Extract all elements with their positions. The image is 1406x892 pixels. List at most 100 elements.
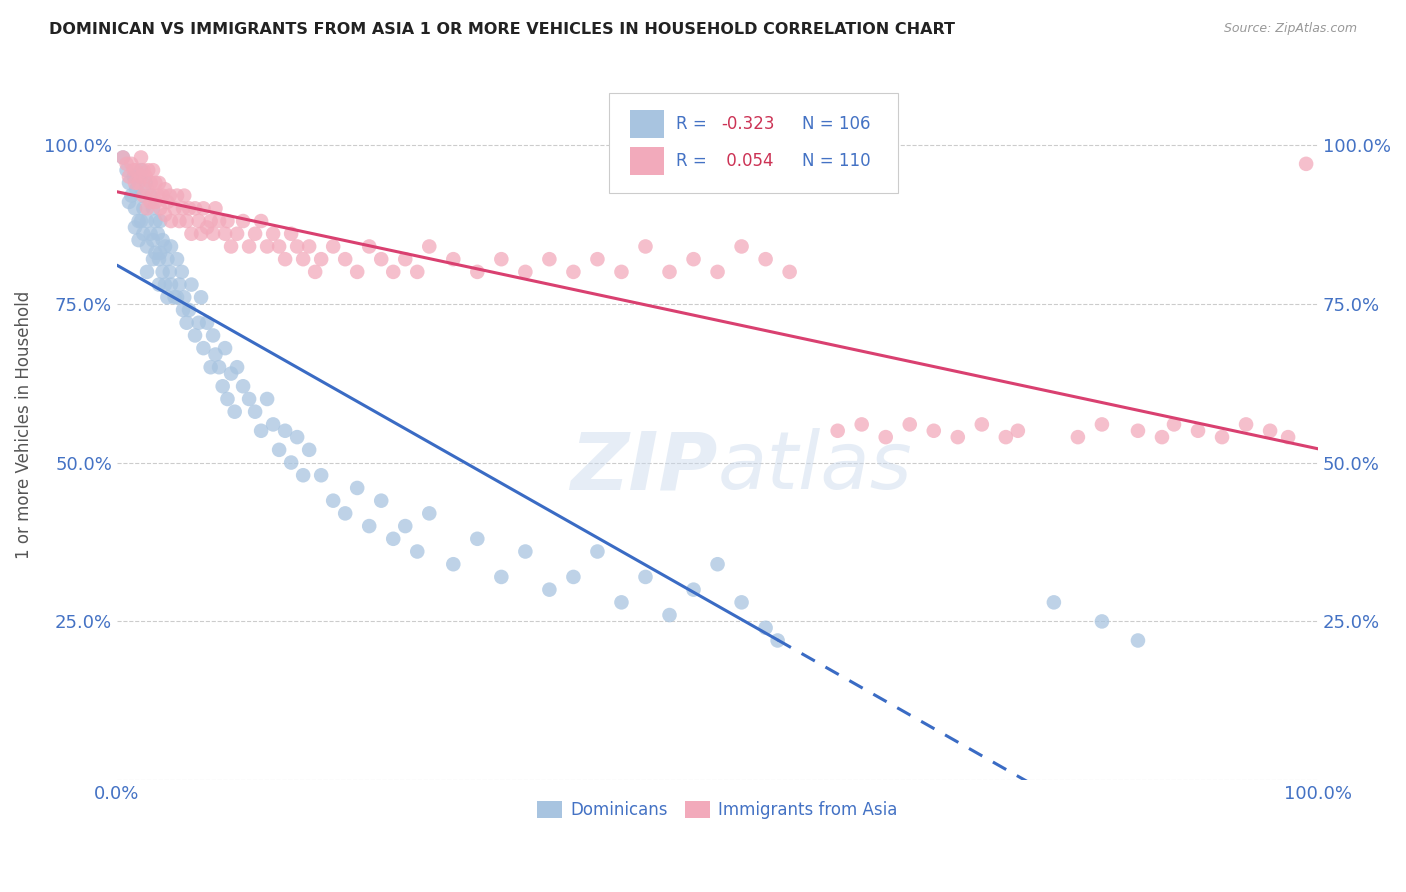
Point bbox=[129, 169, 152, 184]
Point bbox=[280, 227, 302, 241]
Point bbox=[172, 303, 194, 318]
Point bbox=[136, 182, 159, 196]
Point bbox=[118, 169, 141, 184]
Point bbox=[136, 163, 159, 178]
Point bbox=[132, 163, 155, 178]
Point bbox=[202, 227, 225, 241]
Point bbox=[208, 214, 231, 228]
Point bbox=[515, 544, 537, 558]
Point bbox=[292, 252, 315, 267]
Point bbox=[232, 214, 254, 228]
Point bbox=[156, 194, 179, 209]
Point bbox=[755, 252, 778, 267]
Point bbox=[682, 582, 704, 597]
Point bbox=[730, 595, 752, 609]
Point bbox=[394, 252, 416, 267]
Point bbox=[875, 430, 897, 444]
Point bbox=[152, 188, 174, 202]
Point bbox=[142, 233, 165, 247]
Point bbox=[269, 442, 291, 457]
Point bbox=[262, 227, 284, 241]
FancyBboxPatch shape bbox=[630, 110, 664, 138]
Point bbox=[135, 176, 157, 190]
Point bbox=[538, 252, 561, 267]
Text: 0.054: 0.054 bbox=[721, 152, 773, 170]
Point bbox=[1258, 424, 1281, 438]
Point bbox=[173, 188, 195, 202]
Point bbox=[166, 290, 188, 304]
Point bbox=[159, 265, 181, 279]
Point bbox=[125, 163, 148, 178]
Point bbox=[211, 379, 233, 393]
Point bbox=[346, 481, 368, 495]
Point bbox=[755, 621, 778, 635]
Point bbox=[217, 214, 239, 228]
Point bbox=[124, 220, 146, 235]
Point bbox=[139, 188, 162, 202]
Point bbox=[256, 392, 278, 406]
Point bbox=[170, 265, 193, 279]
Point bbox=[214, 341, 236, 355]
Point bbox=[224, 405, 246, 419]
Point bbox=[610, 265, 633, 279]
Legend: Dominicans, Immigrants from Asia: Dominicans, Immigrants from Asia bbox=[531, 794, 904, 825]
Point bbox=[465, 532, 488, 546]
Point bbox=[827, 424, 849, 438]
Point bbox=[169, 214, 191, 228]
Point bbox=[115, 163, 138, 178]
Point bbox=[148, 277, 170, 292]
Point bbox=[634, 570, 657, 584]
Point bbox=[898, 417, 921, 432]
Point bbox=[139, 194, 162, 209]
Point bbox=[149, 245, 172, 260]
Point bbox=[139, 227, 162, 241]
Point bbox=[562, 570, 585, 584]
Point bbox=[682, 252, 704, 267]
Text: N = 106: N = 106 bbox=[801, 115, 870, 133]
Point bbox=[382, 532, 405, 546]
Point bbox=[1126, 424, 1149, 438]
Point bbox=[1163, 417, 1185, 432]
Point bbox=[658, 608, 681, 623]
Point bbox=[226, 227, 249, 241]
Point bbox=[202, 328, 225, 343]
Text: R =: R = bbox=[675, 115, 711, 133]
Point bbox=[153, 239, 176, 253]
Point bbox=[634, 239, 657, 253]
Point bbox=[538, 582, 561, 597]
Point bbox=[994, 430, 1017, 444]
Point bbox=[149, 214, 172, 228]
Point bbox=[129, 188, 152, 202]
Point bbox=[180, 227, 202, 241]
Point bbox=[139, 176, 162, 190]
Point bbox=[149, 202, 172, 216]
Point bbox=[298, 442, 321, 457]
Point bbox=[204, 347, 226, 361]
Point bbox=[200, 360, 222, 375]
Point bbox=[658, 265, 681, 279]
Text: Source: ZipAtlas.com: Source: ZipAtlas.com bbox=[1223, 22, 1357, 36]
Point bbox=[129, 151, 152, 165]
Point bbox=[120, 188, 142, 202]
Point bbox=[177, 202, 200, 216]
Point bbox=[195, 316, 218, 330]
Point bbox=[132, 202, 155, 216]
Point bbox=[136, 214, 159, 228]
Point bbox=[148, 252, 170, 267]
Point bbox=[1067, 430, 1090, 444]
Point bbox=[1150, 430, 1173, 444]
Point bbox=[322, 239, 344, 253]
Point bbox=[132, 227, 155, 241]
Point bbox=[135, 169, 157, 184]
Point bbox=[142, 188, 165, 202]
Point bbox=[285, 239, 308, 253]
Point bbox=[153, 208, 176, 222]
Point bbox=[129, 214, 152, 228]
Point bbox=[152, 265, 174, 279]
Point bbox=[180, 277, 202, 292]
Point bbox=[200, 214, 222, 228]
Point bbox=[193, 341, 215, 355]
Point bbox=[122, 163, 145, 178]
Point bbox=[217, 392, 239, 406]
Point bbox=[946, 430, 969, 444]
